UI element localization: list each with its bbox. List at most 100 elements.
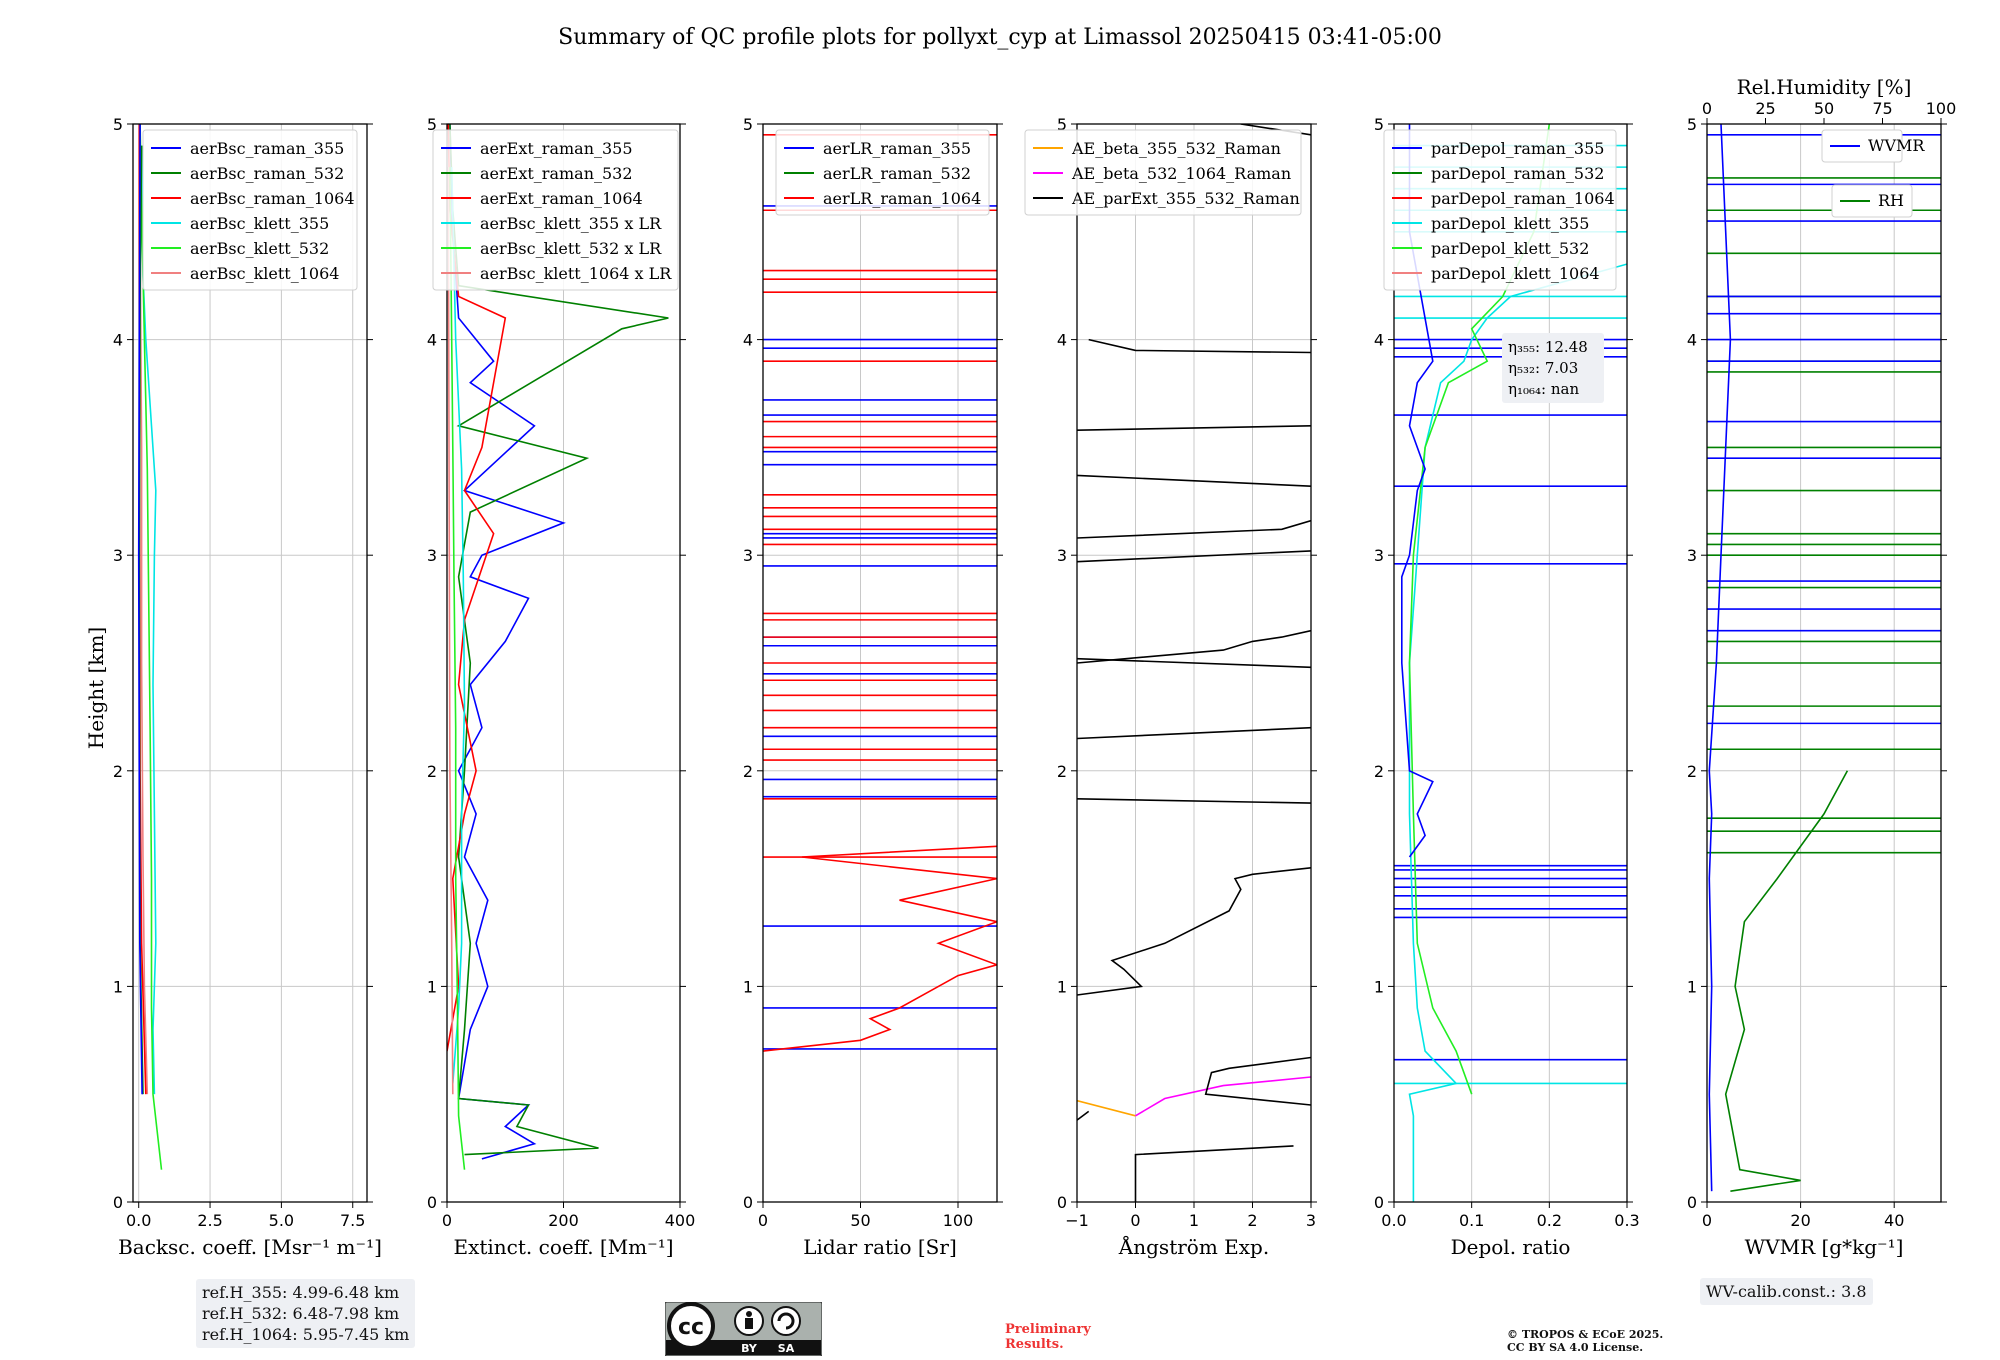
panels: 0.0 2.5 5.0 7.5 Backsc. coeff. [Msr⁻¹ m⁻¹] 0 1… [113, 75, 1956, 1259]
series-AE_parExt_black_4 [1077, 867, 1311, 996]
x2-tick-label: 100 [1926, 99, 1957, 118]
x-tick-label: −1 [1065, 1211, 1089, 1230]
legend-box [142, 129, 358, 291]
axes-frame [1393, 123, 1628, 1203]
plot-area-wv [1707, 124, 1941, 1192]
series-AE_parExt_black_8 [1077, 629, 1311, 664]
preliminary-note: Preliminary Results. [1005, 1322, 1091, 1352]
annotation-text: η₁₀₆₄: nan [1508, 380, 1579, 398]
x-tick-label: 1 [1189, 1211, 1199, 1230]
x-axis-label-depol: Depol. ratio [1451, 1235, 1571, 1259]
x-axis-label-wv: WVMR [g*kg⁻¹] [1745, 1235, 1904, 1259]
series-aerBsc_klett_355 x LR [450, 167, 466, 1084]
x-tick-label: 400 [665, 1211, 696, 1230]
series-AE_beta_532_1064_Raman [1135, 1076, 1311, 1117]
legend-entry: RH [1878, 191, 1904, 210]
legend-entry: aerLR_raman_532 [823, 164, 971, 183]
legend-box [775, 129, 990, 216]
axes-frame [762, 123, 998, 1203]
y-tick-label: 3 [743, 546, 753, 565]
by-icon-body [745, 1318, 753, 1329]
wv-calib-text: WV-calib.const.: 3.8 [1706, 1282, 1867, 1301]
y-tick-label: 1 [113, 977, 123, 996]
series-AE_parExt_black_13 [1088, 338, 1311, 354]
plot-area-ae [1077, 124, 1311, 1202]
series-parDepol_klett_355 [1408, 263, 1627, 1202]
x-tick-label: 100 [943, 1211, 974, 1230]
y-tick-label: 3 [113, 546, 123, 565]
x-tick-label: 7.5 [340, 1211, 365, 1230]
y-tick-label: 4 [1057, 331, 1067, 350]
y-tick-label: 4 [427, 331, 437, 350]
series-AE_parExt_black_1 [1134, 1145, 1294, 1202]
series-aerBsc_klett_355 [140, 145, 157, 1095]
legend-entry: aerExt_raman_532 [480, 164, 633, 183]
series-aerBsc_klett_532 x LR [449, 167, 466, 1170]
x-tick-label: 0 [758, 1211, 768, 1230]
y-tick-label: 3 [1374, 546, 1384, 565]
y-tick-label: 1 [1687, 977, 1697, 996]
y-tick-label: 1 [427, 977, 437, 996]
legend-ext: aerExt_raman_355 aerExt_raman_532 aerExt_r… [432, 129, 679, 291]
legend-box [432, 129, 679, 291]
y-tick-label: 5 [427, 115, 437, 134]
series-AE_parExt_black_2 [1077, 1110, 1090, 1121]
legend-entry: aerBsc_klett_355 [190, 214, 329, 233]
cc-license-badge: cc BY SA [665, 1302, 822, 1356]
legend-entry: parDepol_klett_532 [1431, 239, 1589, 258]
copyright-note: © TROPOS & ECoE 2025. CC BY SA 4.0 Licen… [1507, 1328, 1663, 1354]
by-icon-head [746, 1311, 752, 1317]
legend-entry: parDepol_raman_1064 [1431, 189, 1615, 208]
x2-tick-label: 0 [1702, 99, 1712, 118]
y-tick-label: 0 [743, 1193, 753, 1212]
y-tick-label: 0 [427, 1193, 437, 1212]
series-WVMR [1708, 124, 1732, 1192]
y-tick-label: 5 [113, 115, 123, 134]
plot-area-ext [447, 124, 669, 1170]
x-tick-label: 50 [850, 1211, 870, 1230]
x-axis-label-ext: Extinct. coeff. [Mm⁻¹] [453, 1235, 673, 1259]
y-tick-label: 4 [743, 331, 753, 350]
cc-icon [667, 1302, 715, 1350]
x-tick-label: 2 [1247, 1211, 1257, 1230]
series-aerLR_raman_1064 [763, 845, 997, 1052]
x-tick-label: 3 [1306, 1211, 1316, 1230]
cc-icon-text: cc [678, 1315, 704, 1340]
preliminary-line-2: Results. [1005, 1337, 1064, 1352]
legend-lr: aerLR_raman_355 aerLR_raman_532 aerLR_rama… [775, 129, 990, 216]
y-tick-label: 4 [1374, 331, 1384, 350]
legend-bsc: aerBsc_raman_355 aerBsc_raman_532 aerBsc_r… [142, 129, 358, 291]
legend-entry: parDepol_raman_532 [1431, 164, 1604, 183]
x2-tick-label: 75 [1872, 99, 1892, 118]
preliminary-line-1: Preliminary [1005, 1322, 1091, 1337]
x-axis-label-bsc: Backsc. coeff. [Msr⁻¹ m⁻¹] [118, 1235, 382, 1259]
legend-box [1821, 129, 1903, 163]
series-aerBsc_klett_1064 [139, 231, 149, 1095]
ref-height-1064: ref.H_1064: 5.95-7.45 km [202, 1325, 410, 1344]
y-tick-label: 3 [1057, 546, 1067, 565]
ref-heights-box: ref.H_355: 4.99-6.48 km ref.H_532: 6.48-… [196, 1279, 416, 1348]
x-tick-label: 5.0 [269, 1211, 294, 1230]
legend-entry: aerBsc_raman_532 [190, 164, 344, 183]
copyright-line-2: CC BY SA 4.0 License. [1507, 1341, 1644, 1354]
y-tick-label: 2 [427, 762, 437, 781]
x-tick-label: 0.1 [1459, 1211, 1484, 1230]
y-tick-label: 0 [113, 1193, 123, 1212]
legend-entry: aerBsc_klett_1064 [190, 264, 339, 283]
y-tick-label: 2 [113, 762, 123, 781]
series-RH [1724, 770, 1849, 1192]
ref-height-532: ref.H_532: 6.48-7.98 km [202, 1304, 400, 1323]
legend-entry: aerBsc_klett_355 x LR [480, 214, 662, 233]
y-tick-label: 0 [1374, 1193, 1384, 1212]
series-aerExt_raman_1064 [447, 124, 507, 1052]
y-tick-label: 2 [1687, 762, 1697, 781]
sa-icon-arrow [777, 1312, 795, 1330]
x-tick-label: 40 [1884, 1211, 1904, 1230]
series-AE_parExt_black_9 [1077, 550, 1311, 563]
legend-entry: aerExt_raman_1064 [480, 189, 643, 208]
sa-label: SA [778, 1342, 795, 1355]
series-AE_parExt_black_10 [1077, 519, 1311, 539]
y-tick-label: 4 [1687, 331, 1697, 350]
